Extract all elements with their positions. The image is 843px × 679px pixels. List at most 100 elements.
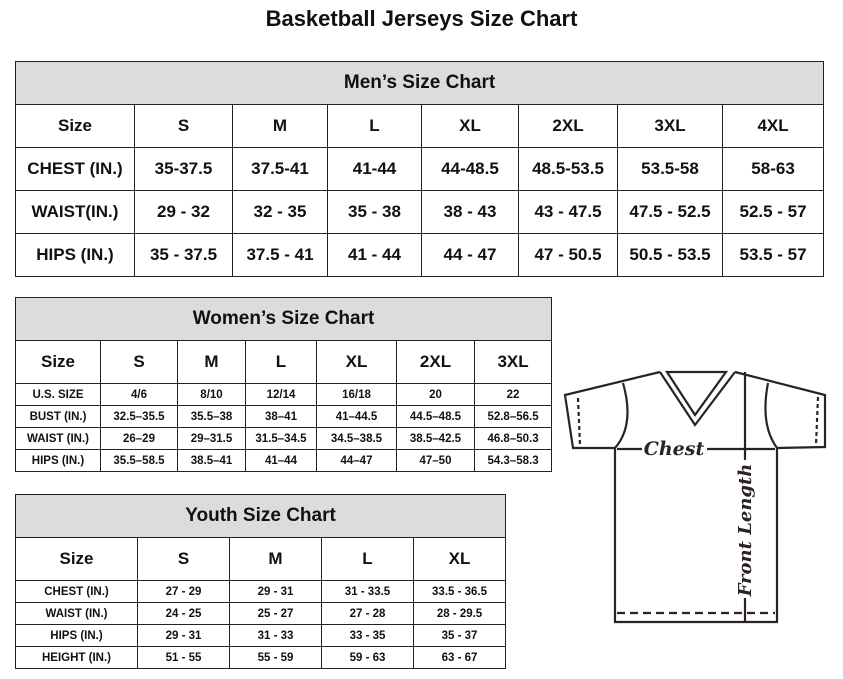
row-label: WAIST (IN.) [15, 427, 101, 450]
header-cell: 2XL [518, 104, 618, 148]
table-cell: 34.5–38.5 [316, 427, 397, 450]
header-row: Size S M L XL 2XL 3XL [15, 340, 553, 384]
table-cell: 55 - 59 [229, 646, 322, 669]
men-caption: Men’s Size Chart [14, 61, 825, 105]
table-cell: 31.5–34.5 [245, 427, 317, 450]
table-cell: 38.5–42.5 [396, 427, 475, 450]
row-label: HIPS (IN.) [15, 449, 101, 472]
row-label: WAIST(IN.) [15, 190, 135, 234]
table-cell: 27 - 28 [321, 602, 414, 625]
table-row: WAIST (IN.) 24 - 25 25 - 27 27 - 28 28 - 29.… [15, 602, 507, 625]
header-cell: Size [15, 340, 101, 384]
table-cell: 50.5 - 53.5 [617, 233, 723, 277]
table-cell: 32 - 35 [232, 190, 328, 234]
table-cell: 26–29 [100, 427, 178, 450]
front-length-label: Front Length [735, 464, 756, 598]
jersey-outline-icon [563, 370, 827, 624]
table-cell: 38.5–41 [177, 449, 246, 472]
table-cell: 38 - 43 [421, 190, 519, 234]
table-cell: 47 - 50.5 [518, 233, 618, 277]
table-row: WAIST (IN.) 26–29 29–31.5 31.5–34.5 34.5–38.… [15, 427, 553, 450]
header-cell: 2XL [396, 340, 475, 384]
table-cell: 4/6 [100, 383, 178, 406]
header-cell: 4XL [721, 104, 825, 148]
table-cell: 44-48.5 [421, 147, 519, 191]
table-row: HIPS (IN.) 29 - 31 31 - 33 33 - 35 35 - 37 [15, 624, 507, 647]
table-cell: 35-37.5 [134, 147, 233, 191]
table-cell: 29–31.5 [177, 427, 246, 450]
table-row: CHEST (IN.) 27 - 29 29 - 31 31 - 33.5 33.5 -… [15, 580, 507, 603]
table-row: CHEST (IN.) 35-37.5 37.5-41 41-44 44-48.5 48.… [15, 147, 825, 191]
table-cell: 12/14 [245, 383, 317, 406]
jersey-diagram: Chest Front Length [563, 370, 827, 624]
table-cell: 20 [396, 383, 475, 406]
table-cell: 58-63 [721, 147, 825, 191]
table-cell: 59 - 63 [321, 646, 414, 669]
table-cell: 48.5-53.5 [518, 147, 618, 191]
table-cell: 24 - 25 [137, 602, 230, 625]
mens-size-table: Men’s Size Chart Size S M L XL 2XL 3XL 4XL CHEST … [14, 61, 825, 277]
table-cell: 53.5 - 57 [721, 233, 825, 277]
header-cell: M [232, 104, 328, 148]
header-row: Size S M L XL 2XL 3XL 4XL [15, 104, 825, 148]
table-cell: 38–41 [245, 405, 317, 428]
table-cell: 29 - 32 [134, 190, 233, 234]
table-cell: 52.5 - 57 [721, 190, 825, 234]
header-cell: XL [421, 104, 519, 148]
header-cell: M [229, 537, 322, 581]
header-cell: L [245, 340, 317, 384]
table-cell: 54.3–58.3 [473, 449, 553, 472]
header-cell: XL [412, 537, 507, 581]
header-row: Size S M L XL [15, 537, 507, 581]
table-cell: 41–44.5 [316, 405, 397, 428]
table-cell: 35 - 37.5 [134, 233, 233, 277]
table-cell: 31 - 33.5 [321, 580, 414, 603]
table-cell: 35 - 37 [412, 624, 507, 647]
table-cell: 53.5-58 [617, 147, 723, 191]
table-cell: 25 - 27 [229, 602, 322, 625]
table-cell: 41-44 [327, 147, 422, 191]
header-cell: S [134, 104, 233, 148]
table-cell: 47.5 - 52.5 [617, 190, 723, 234]
table-cell: 44 - 47 [421, 233, 519, 277]
header-cell: Size [15, 104, 135, 148]
header-cell: L [327, 104, 422, 148]
table-cell: 46.8–50.3 [473, 427, 553, 450]
youth-size-table: Youth Size Chart Size S M L XL CHEST (IN.) 27 -… [14, 494, 507, 669]
row-label: BUST (IN.) [15, 405, 101, 428]
table-cell: 47–50 [396, 449, 475, 472]
womens-size-table: Women’s Size Chart Size S M L XL 2XL 3XL U.S. SI… [14, 297, 553, 472]
header-cell: XL [316, 340, 397, 384]
youth-caption: Youth Size Chart [14, 494, 507, 538]
table-cell: 44.5–48.5 [396, 405, 475, 428]
page-title: Basketball Jerseys Size Chart [265, 6, 578, 31]
table-row: HEIGHT (IN.) 51 - 55 55 - 59 59 - 63 63 - 67 [15, 646, 507, 669]
table-cell: 27 - 29 [137, 580, 230, 603]
table-row: WAIST(IN.) 29 - 32 32 - 35 35 - 38 38 - 43 43… [15, 190, 825, 234]
women-caption: Women’s Size Chart [14, 297, 553, 341]
table-cell: 29 - 31 [229, 580, 322, 603]
table-cell: 32.5–35.5 [100, 405, 178, 428]
chest-label: Chest [644, 438, 705, 460]
table-cell: 41 - 44 [327, 233, 422, 277]
table-cell: 16/18 [316, 383, 397, 406]
table-cell: 29 - 31 [137, 624, 230, 647]
row-label: HEIGHT (IN.) [15, 646, 138, 669]
row-label: U.S. SIZE [15, 383, 101, 406]
table-cell: 63 - 67 [412, 646, 507, 669]
table-cell: 43 - 47.5 [518, 190, 618, 234]
row-label: WAIST (IN.) [15, 602, 138, 625]
table-row: HIPS (IN.) 35 - 37.5 37.5 - 41 41 - 44 44 - … [15, 233, 825, 277]
table-cell: 8/10 [177, 383, 246, 406]
header-cell: Size [15, 537, 138, 581]
header-cell: M [177, 340, 246, 384]
table-row: BUST (IN.) 32.5–35.5 35.5–38 38–41 41–44.5 44… [15, 405, 553, 428]
row-label: HIPS (IN.) [15, 624, 138, 647]
row-label: CHEST (IN.) [15, 147, 135, 191]
table-cell: 31 - 33 [229, 624, 322, 647]
table-cell: 41–44 [245, 449, 317, 472]
table-cell: 35.5–58.5 [100, 449, 178, 472]
header-cell: 3XL [473, 340, 553, 384]
table-cell: 33 - 35 [321, 624, 414, 647]
header-cell: S [100, 340, 178, 384]
